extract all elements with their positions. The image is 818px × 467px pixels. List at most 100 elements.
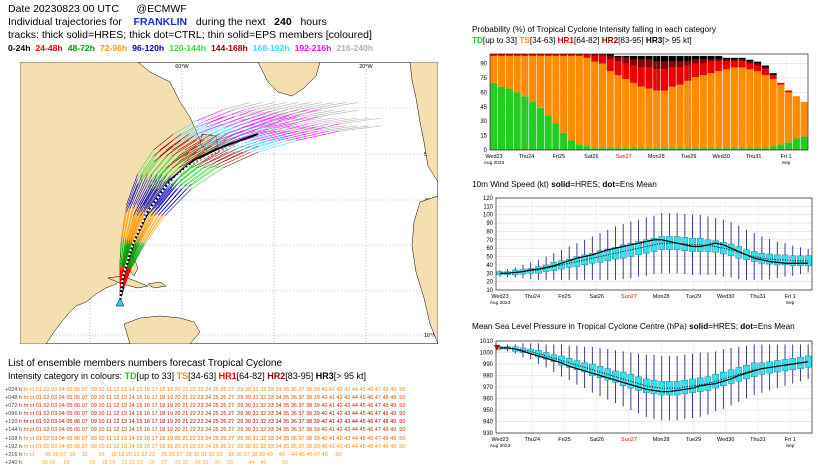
day-label: Tue29 <box>686 294 701 300</box>
prob-bar-TS <box>669 87 676 148</box>
prob-bar-HR1 <box>684 66 691 81</box>
mslp-box <box>643 379 649 393</box>
wind-box <box>713 241 719 253</box>
category-code: TD <box>472 36 483 45</box>
prob-bar-HR3 <box>770 73 777 75</box>
prob-bar-HR3 <box>622 56 629 58</box>
prob-bar-HR3 <box>669 56 676 62</box>
prob-bar-TS <box>568 56 575 140</box>
prob-bar-TS <box>731 67 738 148</box>
prob-ytick: 60 <box>480 90 487 96</box>
members-row: +024 h hr ct 01 02 03 04 05 06 07 09 10 … <box>5 386 405 394</box>
prob-bar-HR1 <box>676 67 683 84</box>
prob-bar-HR3 <box>762 66 769 68</box>
prob-bar-TS <box>793 96 800 138</box>
members-row-values: hr ct 01 02 03 04 05 06 07 09 10 11 12 1… <box>24 427 406 433</box>
day-label: Thu24 <box>524 437 540 443</box>
day-label: Sun27 <box>621 437 637 443</box>
time-legend-item: 72-96h <box>100 43 127 53</box>
prob-bar-HR2 <box>746 62 753 64</box>
title-suffix: hours <box>300 16 326 28</box>
prob-bar-HR2 <box>630 60 637 66</box>
members-row-values: hr ct 01 02 03 04 05 06 07 09 10 11 12 1… <box>24 387 406 393</box>
prob-bar-TS <box>514 56 521 92</box>
prob-bar-HR3 <box>638 56 645 60</box>
members-row-values: hr ct 01 02 03 04 05 06 07 09 10 11 12 1… <box>24 411 406 417</box>
header-tracks-legend: tracks: thick solid=HRES; thick dot=CTRL… <box>8 29 372 42</box>
prob-legend: TD[up to 33] TS[34-63] HR1[64-82] HR2[83… <box>472 36 692 45</box>
prob-bar-HR1 <box>746 64 753 70</box>
day-label: Sun27 <box>621 294 637 300</box>
wind-ytick: 50 <box>486 255 493 261</box>
prob-bar-HR2 <box>754 64 761 66</box>
prob-bar-HR2 <box>669 62 676 68</box>
prob-bar-TS <box>599 64 606 148</box>
wind-ytick: 100 <box>483 213 494 219</box>
members-legend-prefix: Intensity category in colours: <box>8 371 122 381</box>
day-label: Tue29 <box>681 154 696 160</box>
prob-bar-TS <box>746 69 753 148</box>
wind-title-dot: dot <box>602 180 615 189</box>
members-row: +096 h hr ct 01 02 03 04 05 06 07 09 10 … <box>5 410 405 418</box>
day-label: Sat26 <box>584 154 598 160</box>
prob-bar-TD <box>521 96 528 150</box>
prob-bar-TD <box>770 146 777 150</box>
prob-bar-TD <box>529 102 536 150</box>
wind-ytick: 40 <box>486 263 493 269</box>
category-code: HR2 <box>265 371 286 381</box>
mslp-title-dot: dot <box>740 322 753 331</box>
prob-bar-HR1 <box>591 56 598 62</box>
members-row-values: hr ct 01 02 03 04 05 06 07 09 10 11 12 1… <box>24 419 406 425</box>
members-row-values: hr ct 01 02 03 04 05 06 07 09 10 11 12 1… <box>24 444 406 450</box>
title-prefix: Individual trajectories for <box>8 16 122 28</box>
prob-bar-TS <box>754 71 761 148</box>
members-row-label: +144 h <box>5 427 24 433</box>
prob-bar-HR1 <box>638 67 645 86</box>
mslp-box <box>636 377 642 391</box>
category-code: TD <box>125 371 137 381</box>
day-label: Wed23 <box>491 437 508 443</box>
day-label: Sat26 <box>590 294 604 300</box>
prob-bar-HR3 <box>754 62 761 64</box>
members-row: +144 h hr ct 01 02 03 04 05 06 07 09 10 … <box>5 426 405 434</box>
category-code: HR1 <box>216 371 237 381</box>
prob-bar-HR3 <box>723 58 730 60</box>
members-row-values: hr ct 05 06 07 10 12 16 18 19 20 21 22 2… <box>24 452 342 458</box>
prob-bar-TS <box>591 62 598 148</box>
members-table: +024 h hr ct 01 02 03 04 05 06 07 09 10 … <box>5 386 405 467</box>
day-label: Fri 1 <box>781 154 792 160</box>
category-range: [64-82] <box>237 371 265 381</box>
members-row-label: +048 h <box>5 395 24 401</box>
category-range: [up to 33] <box>483 36 517 45</box>
prob-bar-HR1 <box>661 69 668 90</box>
day-label: Mon28 <box>648 154 665 160</box>
prob-bar-HR1 <box>770 75 777 79</box>
mslp-ytick: 960 <box>483 397 494 403</box>
mslp-box <box>705 377 711 391</box>
prob-bar-TS <box>638 87 645 148</box>
members-row: +240 h 05 06 10 16 18 19 21 22 23 25 27 … <box>5 459 405 467</box>
wind-box <box>805 256 811 266</box>
prob-bar-HR2 <box>731 60 738 62</box>
category-code: TS <box>517 36 530 45</box>
members-row: +216 h hr ct 05 06 07 10 12 16 18 19 20 … <box>5 451 405 459</box>
prob-bar-HR2 <box>707 60 714 62</box>
members-row-label: +216 h <box>5 452 24 458</box>
prob-bar-HR3 <box>700 56 707 60</box>
prob-bar-HR3 <box>684 56 691 62</box>
day-sublabel: Sep <box>782 160 791 166</box>
prob-ytick: 15 <box>480 134 487 140</box>
day-label: Thu24 <box>519 154 535 160</box>
prob-bar-TD <box>583 146 590 150</box>
day-label: Thu31 <box>746 154 762 160</box>
day-sublabel: Sep <box>786 300 795 306</box>
mslp-panel-title: Mean Sea Level Pressure in Tropical Cycl… <box>472 322 795 331</box>
prob-bar-HR1 <box>630 66 637 83</box>
prob-bar-HR3 <box>738 58 745 60</box>
prob-bar-HR1 <box>622 64 629 79</box>
prob-bar-TS <box>537 56 544 108</box>
prob-bar-HR3 <box>707 56 714 60</box>
prob-bar-TD <box>801 137 808 150</box>
members-row-label: +096 h <box>5 411 24 417</box>
